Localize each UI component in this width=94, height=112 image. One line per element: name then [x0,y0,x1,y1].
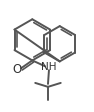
Text: NH: NH [41,62,57,72]
Text: O: O [13,63,22,76]
